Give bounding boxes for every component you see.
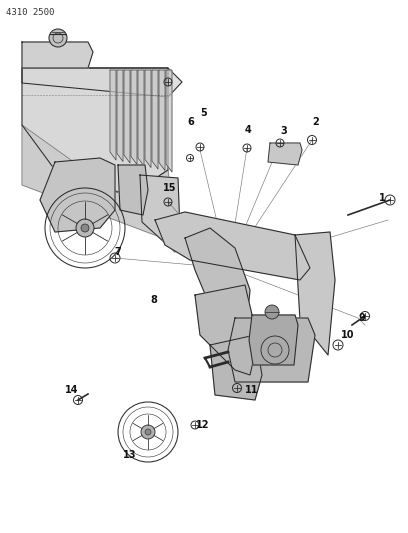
Polygon shape — [40, 158, 115, 232]
Circle shape — [141, 425, 155, 439]
Polygon shape — [155, 212, 310, 280]
Polygon shape — [138, 70, 144, 166]
Polygon shape — [210, 335, 262, 400]
Text: 3: 3 — [281, 126, 287, 136]
Polygon shape — [131, 70, 137, 165]
Polygon shape — [22, 68, 168, 192]
Polygon shape — [118, 165, 148, 215]
Text: 11: 11 — [245, 385, 259, 395]
Text: 9: 9 — [359, 313, 366, 323]
Polygon shape — [295, 232, 335, 355]
Text: 12: 12 — [196, 420, 210, 430]
Polygon shape — [124, 70, 130, 163]
Polygon shape — [117, 70, 123, 161]
Polygon shape — [249, 315, 298, 365]
Text: 14: 14 — [65, 385, 79, 395]
Polygon shape — [22, 68, 182, 97]
Polygon shape — [195, 285, 258, 375]
Circle shape — [49, 29, 67, 47]
Text: 8: 8 — [151, 295, 157, 305]
Circle shape — [81, 224, 89, 232]
Polygon shape — [140, 175, 180, 252]
Text: 10: 10 — [341, 330, 355, 340]
Polygon shape — [110, 70, 116, 160]
Polygon shape — [166, 70, 172, 172]
Text: 4310 2500: 4310 2500 — [6, 8, 54, 17]
Circle shape — [76, 219, 94, 237]
Text: 4: 4 — [245, 125, 251, 135]
Text: 1: 1 — [379, 193, 386, 203]
Text: 13: 13 — [123, 450, 137, 460]
Polygon shape — [185, 228, 250, 345]
Text: 5: 5 — [201, 108, 207, 118]
Circle shape — [265, 305, 279, 319]
Polygon shape — [22, 125, 175, 240]
Polygon shape — [159, 70, 165, 171]
Circle shape — [145, 429, 151, 435]
Text: 7: 7 — [115, 247, 121, 257]
Polygon shape — [145, 70, 151, 167]
Text: 6: 6 — [188, 117, 194, 127]
Polygon shape — [22, 42, 93, 68]
Polygon shape — [268, 143, 302, 165]
Polygon shape — [152, 70, 158, 169]
Text: 2: 2 — [313, 117, 319, 127]
Text: 15: 15 — [163, 183, 177, 193]
Polygon shape — [228, 318, 315, 382]
